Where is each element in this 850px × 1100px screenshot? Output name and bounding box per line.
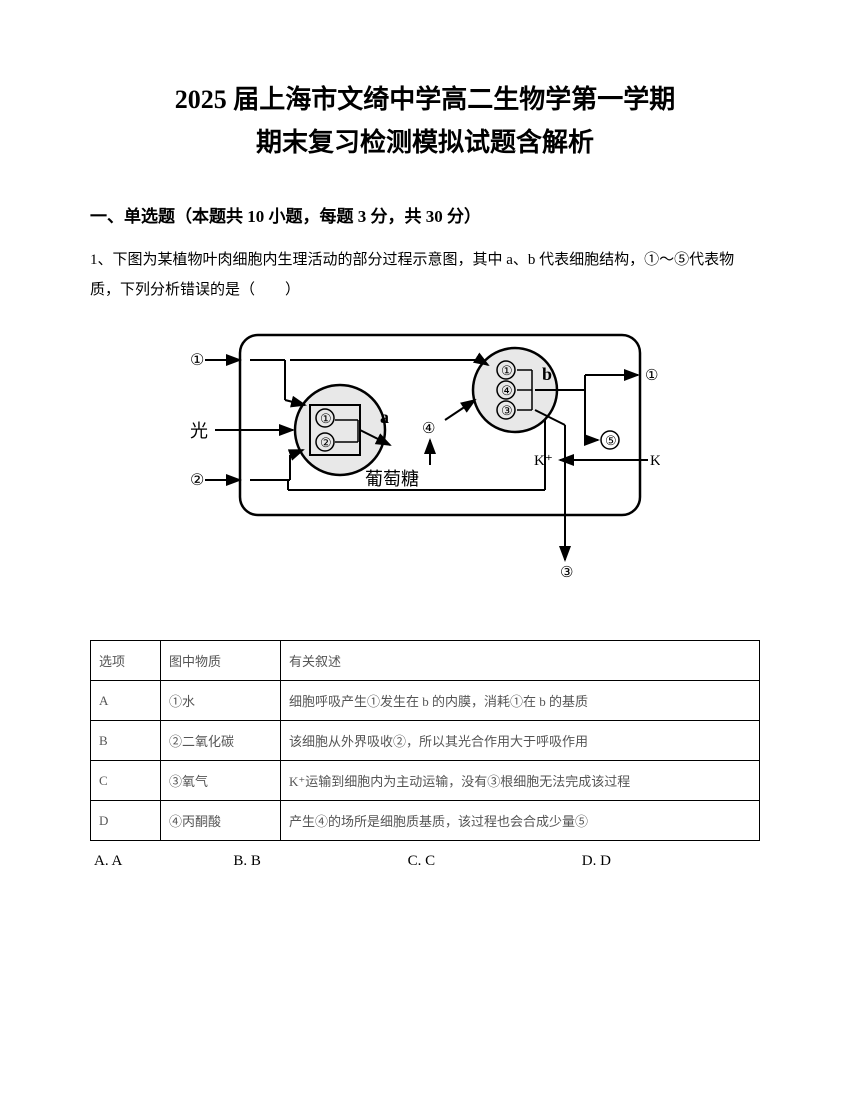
biology-diagram: a ① ② b ① ④ ③ ① 光 ②	[190, 325, 660, 610]
question-body: 下图为某植物叶肉细胞内生理活动的部分过程示意图，其中 a、b 代表细胞结构，①～…	[90, 252, 734, 298]
label-five: ⑤	[605, 433, 617, 448]
question-number: 1、	[90, 252, 113, 268]
table-cell: ②二氧化碳	[161, 721, 281, 761]
table-header-substance: 图中物质	[161, 641, 281, 681]
label-a: a	[380, 407, 389, 427]
choice-d: D. D	[582, 853, 756, 870]
choice-c: C. C	[408, 853, 582, 870]
table-row: C ③氧气 K⁺运输到细胞内为主动运输，没有③根细胞无法完成该过程	[91, 761, 760, 801]
table-cell: ④丙酮酸	[161, 801, 281, 841]
label-one-left: ①	[190, 352, 204, 369]
choices-row: A. A B. B C. C D. D	[90, 853, 760, 870]
label-four-b: ④	[501, 383, 513, 398]
choice-b: B. B	[233, 853, 407, 870]
table-row: B ②二氧化碳 该细胞从外界吸收②，所以其光合作用大于呼吸作用	[91, 721, 760, 761]
label-one-a: ①	[320, 411, 332, 426]
label-two-a: ②	[320, 435, 332, 450]
table-cell: D	[91, 801, 161, 841]
table-cell: ①水	[161, 681, 281, 721]
table-cell: A	[91, 681, 161, 721]
choice-a: A. A	[94, 853, 233, 870]
page-title-line2: 期末复习检测模拟试题含解析	[90, 123, 760, 162]
table-cell: B	[91, 721, 161, 761]
table-cell: K⁺运输到细胞内为主动运输，没有③根细胞无法完成该过程	[281, 761, 760, 801]
page-title-line1: 2025 届上海市文绮中学高二生物学第一学期	[90, 80, 760, 119]
table-cell: 该细胞从外界吸收②，所以其光合作用大于呼吸作用	[281, 721, 760, 761]
label-light: 光	[190, 421, 208, 441]
label-k-out: K⁺	[650, 453, 660, 469]
table-cell: C	[91, 761, 161, 801]
label-k-in: K⁺	[534, 453, 553, 469]
table-cell: 细胞呼吸产生①发生在 b 的内膜，消耗①在 b 的基质	[281, 681, 760, 721]
label-b: b	[542, 364, 552, 384]
label-three-down: ③	[560, 565, 573, 581]
table-header-option: 选项	[91, 641, 161, 681]
table-cell: ③氧气	[161, 761, 281, 801]
label-one-b: ①	[501, 363, 513, 378]
label-glucose: 葡萄糖	[365, 469, 419, 489]
label-two-left: ②	[190, 472, 204, 489]
diagram-svg: a ① ② b ① ④ ③ ① 光 ②	[190, 325, 660, 605]
label-three-b: ③	[501, 403, 513, 418]
label-four-arrow: ④	[422, 421, 435, 437]
table-cell: 产生④的场所是细胞质基质，该过程也会合成少量⑤	[281, 801, 760, 841]
table-header-description: 有关叙述	[281, 641, 760, 681]
table-header-row: 选项 图中物质 有关叙述	[91, 641, 760, 681]
label-one-right: ①	[645, 368, 658, 384]
table-row: A ①水 细胞呼吸产生①发生在 b 的内膜，消耗①在 b 的基质	[91, 681, 760, 721]
table-row: D ④丙酮酸 产生④的场所是细胞质基质，该过程也会合成少量⑤	[91, 801, 760, 841]
section-heading: 一、单选题（本题共 10 小题，每题 3 分，共 30 分）	[90, 202, 760, 227]
answer-table: 选项 图中物质 有关叙述 A ①水 细胞呼吸产生①发生在 b 的内膜，消耗①在 …	[90, 640, 760, 841]
question-text: 1、下图为某植物叶肉细胞内生理活动的部分过程示意图，其中 a、b 代表细胞结构，…	[90, 245, 760, 305]
